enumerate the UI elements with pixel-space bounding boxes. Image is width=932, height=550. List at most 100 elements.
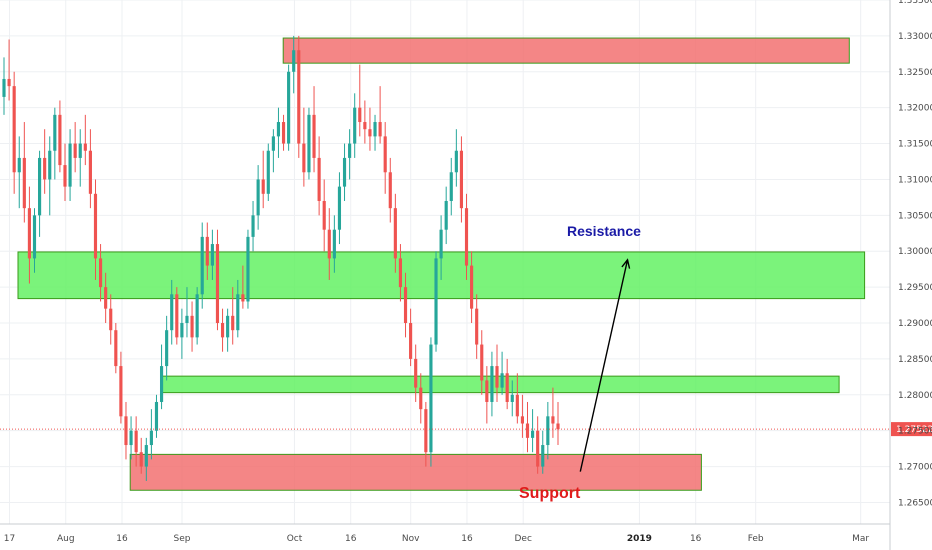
- candle: [388, 157, 392, 223]
- candle: [185, 287, 189, 338]
- candle-body: [322, 200, 326, 230]
- candle: [281, 114, 286, 151]
- candle: [195, 287, 199, 345]
- candle: [383, 122, 387, 194]
- candle: [68, 129, 72, 201]
- candle: [38, 150, 42, 237]
- y-tick-label: 1.32000: [898, 104, 932, 114]
- y-tick-label: 1.31500: [898, 140, 932, 150]
- candle-body: [337, 186, 342, 230]
- candle: [175, 287, 179, 345]
- candle: [363, 100, 367, 144]
- y-tick-label: 1.29000: [898, 319, 932, 329]
- candle: [403, 272, 408, 338]
- candle: [53, 107, 57, 180]
- y-tick-label: 1.31000: [898, 175, 932, 185]
- candle-body: [342, 157, 347, 187]
- candle-body: [98, 258, 103, 288]
- candle-body: [383, 136, 387, 173]
- candle-body: [83, 143, 87, 151]
- candle-body: [114, 330, 118, 367]
- candle: [409, 308, 413, 367]
- candle: [525, 401, 530, 453]
- candle: [73, 122, 77, 173]
- candle-body: [281, 122, 286, 144]
- candle-body: [149, 430, 153, 446]
- candle: [439, 215, 443, 280]
- candle: [12, 71, 16, 194]
- candle: [251, 200, 255, 252]
- resistance-zone: [129, 453, 702, 491]
- candle-body: [58, 114, 62, 166]
- candle-body: [231, 315, 235, 331]
- candle: [261, 150, 265, 209]
- support-zone: [160, 375, 840, 394]
- candle-body: [220, 323, 225, 338]
- candle: [464, 193, 469, 280]
- candle-body: [78, 143, 82, 158]
- candle: [17, 136, 21, 209]
- candle: [241, 265, 245, 309]
- x-tick-label: 16: [461, 534, 473, 544]
- candle-body: [358, 107, 362, 123]
- candle: [490, 351, 494, 417]
- candle: [393, 193, 397, 273]
- candle: [226, 308, 230, 352]
- candle-body: [292, 50, 296, 72]
- candle-body: [470, 265, 474, 309]
- candle-body: [266, 150, 270, 194]
- y-tick-label: 1.33500: [898, 0, 932, 6]
- x-tick-label: Mar: [852, 534, 869, 544]
- candle-body: [317, 157, 321, 201]
- candle: [302, 107, 306, 187]
- x-tick-label: 2019: [627, 534, 652, 544]
- candle-body: [205, 236, 209, 266]
- candle-body: [271, 136, 275, 151]
- candle-layer: [2, 35, 560, 481]
- candle: [63, 143, 67, 201]
- candle-body: [2, 78, 6, 97]
- candle-body: [510, 394, 514, 402]
- candle: [98, 244, 103, 302]
- candle: [124, 401, 128, 460]
- candle-body: [454, 150, 458, 173]
- candle-body: [525, 423, 530, 438]
- candle-body: [429, 344, 433, 453]
- candle: [134, 416, 138, 467]
- candle-body: [38, 157, 42, 216]
- candle-body: [48, 150, 52, 180]
- trend-arrow-shaft: [579, 259, 629, 472]
- candle: [154, 394, 159, 438]
- candle-body: [373, 122, 377, 137]
- candle: [500, 351, 504, 395]
- candle: [210, 229, 214, 280]
- candle-body: [409, 323, 413, 359]
- x-tick-label: Oct: [287, 534, 303, 544]
- y-tick-label: 1.27000: [898, 463, 932, 473]
- candle-body: [68, 143, 72, 187]
- y-tick-label: 1.30500: [898, 211, 932, 221]
- candle-body: [73, 143, 77, 158]
- candle-body: [475, 308, 479, 345]
- candle-body: [109, 308, 113, 331]
- candle: [414, 344, 418, 402]
- candle: [159, 344, 164, 410]
- candle-body: [129, 430, 133, 446]
- resistance-zone: [282, 37, 850, 64]
- candle-body: [27, 208, 31, 259]
- candle-body: [500, 373, 504, 388]
- candle: [266, 143, 270, 201]
- candle-body: [200, 236, 204, 295]
- candle: [495, 344, 499, 402]
- candle-body: [32, 215, 37, 259]
- candle: [368, 107, 372, 151]
- candle: [475, 294, 479, 359]
- candle: [104, 272, 108, 324]
- candle: [449, 157, 453, 216]
- candle-body: [434, 258, 438, 345]
- y-tick-label: 1.30000: [898, 247, 932, 257]
- candle: [398, 244, 403, 302]
- candle-body: [439, 229, 443, 259]
